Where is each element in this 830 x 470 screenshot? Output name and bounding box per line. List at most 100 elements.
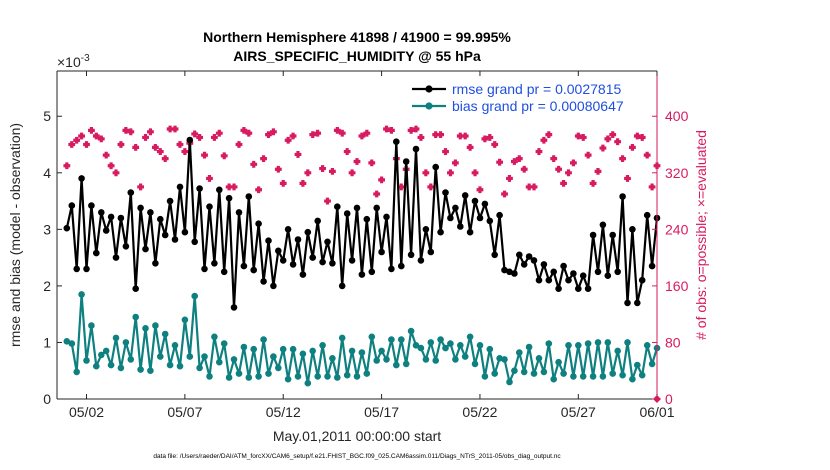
bias-point bbox=[220, 340, 228, 347]
bias-point bbox=[309, 347, 317, 355]
bias-point bbox=[73, 368, 80, 376]
obs-count-point bbox=[412, 125, 420, 133]
bias-point bbox=[501, 356, 508, 363]
rmse-point bbox=[407, 251, 415, 259]
rmse-point bbox=[565, 276, 572, 284]
y-axis-left-ticks: 0 1 2 3 4 5 bbox=[43, 108, 62, 407]
rmse-point bbox=[245, 193, 253, 200]
bias-point bbox=[634, 361, 641, 369]
bias-point bbox=[250, 345, 257, 353]
obs-count-point bbox=[589, 179, 597, 187]
obs-count-point bbox=[255, 186, 263, 194]
bias-point bbox=[442, 344, 449, 352]
rmse-point bbox=[294, 236, 302, 243]
bias-point bbox=[452, 356, 459, 363]
obs-count-point bbox=[574, 132, 582, 140]
bias-point bbox=[388, 336, 395, 343]
rmse-point bbox=[624, 299, 631, 307]
y-right-tick-label: 160 bbox=[665, 278, 689, 294]
rmse-point bbox=[324, 238, 331, 246]
bias-point bbox=[560, 370, 567, 377]
y-axis-left-label: rmse and bias (model - observation) bbox=[7, 123, 23, 347]
obs-count-point bbox=[378, 176, 385, 184]
obs-count-point bbox=[102, 151, 110, 159]
y-right-tick-label: 0 bbox=[665, 391, 673, 407]
obs-count-point bbox=[594, 167, 602, 175]
rmse-point bbox=[437, 228, 444, 236]
rmse-point bbox=[147, 209, 154, 216]
y-scale-exponent: ×10-3 bbox=[57, 53, 90, 70]
rmse-point bbox=[511, 270, 518, 277]
rmse-point bbox=[171, 236, 179, 243]
obs-count-point bbox=[525, 183, 533, 191]
legend-rmse-marker bbox=[425, 85, 433, 93]
x-tick-label: 05/27 bbox=[561, 404, 596, 420]
obs-count-point bbox=[506, 175, 513, 182]
rmse-point bbox=[314, 217, 322, 225]
obs-count-point bbox=[304, 169, 312, 177]
bias-point bbox=[584, 340, 592, 347]
obs-count-point bbox=[171, 125, 179, 133]
bias-point bbox=[579, 373, 587, 380]
rmse-point bbox=[570, 270, 577, 277]
obs-count-point bbox=[117, 141, 125, 148]
obs-count-point bbox=[220, 152, 228, 160]
bias-point bbox=[427, 339, 435, 346]
bias-point bbox=[506, 378, 513, 386]
obs-count-point bbox=[343, 148, 351, 155]
rmse-point bbox=[73, 265, 80, 273]
rmse-point bbox=[486, 217, 494, 225]
x-tick-label: 05/07 bbox=[167, 404, 202, 420]
bias-point bbox=[275, 364, 282, 372]
data-file-footnote: data file: /Users/raeder/DAI/ATM_forcXX/… bbox=[153, 453, 561, 460]
obs-count-point bbox=[73, 136, 81, 144]
bias-point bbox=[235, 370, 243, 377]
rmse-point bbox=[417, 257, 425, 264]
obs-count-point bbox=[451, 159, 459, 167]
bias-point bbox=[535, 355, 543, 362]
obs-count-point bbox=[88, 126, 95, 134]
rmse-point bbox=[540, 261, 548, 268]
obs-count-point bbox=[338, 129, 346, 137]
rmse-point bbox=[235, 209, 243, 216]
rmse-point bbox=[289, 261, 297, 268]
rmse-point bbox=[457, 223, 464, 230]
bias-point bbox=[294, 373, 302, 380]
obs-count-point bbox=[299, 179, 307, 187]
bias-point bbox=[648, 360, 656, 368]
rmse-point bbox=[132, 285, 139, 293]
obs-count-point bbox=[151, 143, 159, 151]
bias-point bbox=[491, 370, 499, 377]
bias-point bbox=[157, 353, 164, 360]
rmse-point bbox=[250, 266, 257, 274]
bias-point bbox=[88, 322, 95, 329]
obs-count-point bbox=[579, 134, 587, 141]
rmse-point bbox=[383, 213, 390, 221]
bias-point bbox=[530, 370, 538, 377]
obs-count-point bbox=[569, 159, 577, 167]
obs-count-point bbox=[363, 129, 371, 137]
obs-count-point bbox=[510, 158, 518, 165]
x-axis-label: May.01,2011 00:00:00 start bbox=[273, 428, 441, 444]
rmse-point bbox=[112, 254, 120, 261]
bias-point bbox=[206, 373, 213, 380]
bias-point bbox=[348, 347, 356, 355]
obs-count-point bbox=[515, 155, 523, 163]
rmse-point bbox=[461, 192, 469, 199]
bias-point bbox=[353, 373, 361, 380]
rmse-point bbox=[481, 200, 489, 208]
obs-count-point bbox=[486, 134, 494, 141]
bias-point bbox=[161, 330, 169, 338]
rmse-point bbox=[402, 158, 410, 165]
y-right-tick-label: 80 bbox=[665, 334, 681, 350]
rmse-point bbox=[560, 262, 567, 270]
rmse-point bbox=[634, 299, 641, 307]
obs-count-point bbox=[107, 162, 115, 170]
rmse-point bbox=[575, 285, 582, 293]
bias-point bbox=[432, 357, 440, 364]
bias-point bbox=[570, 373, 577, 380]
bias-point bbox=[398, 336, 405, 343]
bias-point bbox=[594, 339, 602, 346]
rmse-point bbox=[255, 220, 262, 227]
bias-point bbox=[112, 334, 120, 342]
